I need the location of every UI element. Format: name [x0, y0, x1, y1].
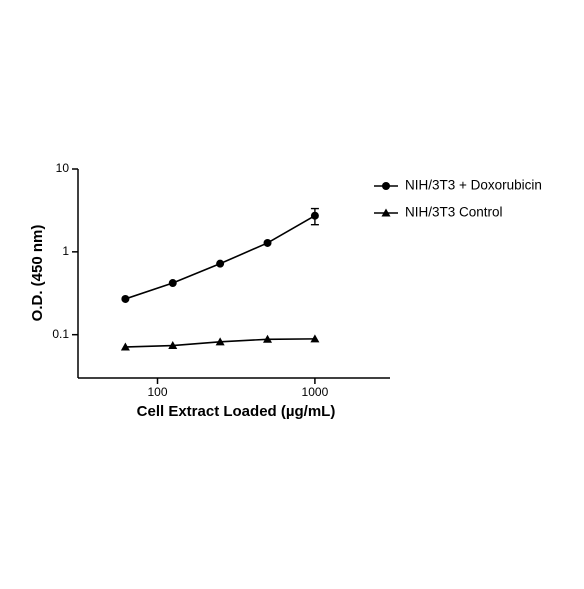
data-point	[216, 259, 225, 268]
y-tick-label: 10	[56, 161, 70, 175]
data-point	[310, 334, 320, 343]
legend-marker	[382, 182, 390, 190]
x-tick-label: 100	[147, 385, 167, 399]
data-point	[168, 279, 177, 288]
data-point	[121, 294, 130, 303]
y-tick-label: 0.1	[52, 327, 69, 341]
legend-marker	[381, 208, 391, 217]
data-point	[310, 211, 319, 220]
data-point	[263, 334, 273, 343]
data-point	[263, 238, 272, 247]
y-tick-label: 1	[62, 244, 69, 258]
data-point	[168, 341, 178, 350]
y-axis-title: O.D. (450 nm)	[29, 225, 46, 322]
x-axis-title: Cell Extract Loaded (µg/mL)	[137, 403, 336, 420]
legend-label: NIH/3T3 + Doxorubicin	[405, 178, 542, 193]
legend-label: NIH/3T3 Control	[405, 205, 503, 220]
x-tick-label: 1000	[302, 385, 329, 399]
data-point	[120, 342, 130, 351]
data-point	[215, 337, 225, 346]
